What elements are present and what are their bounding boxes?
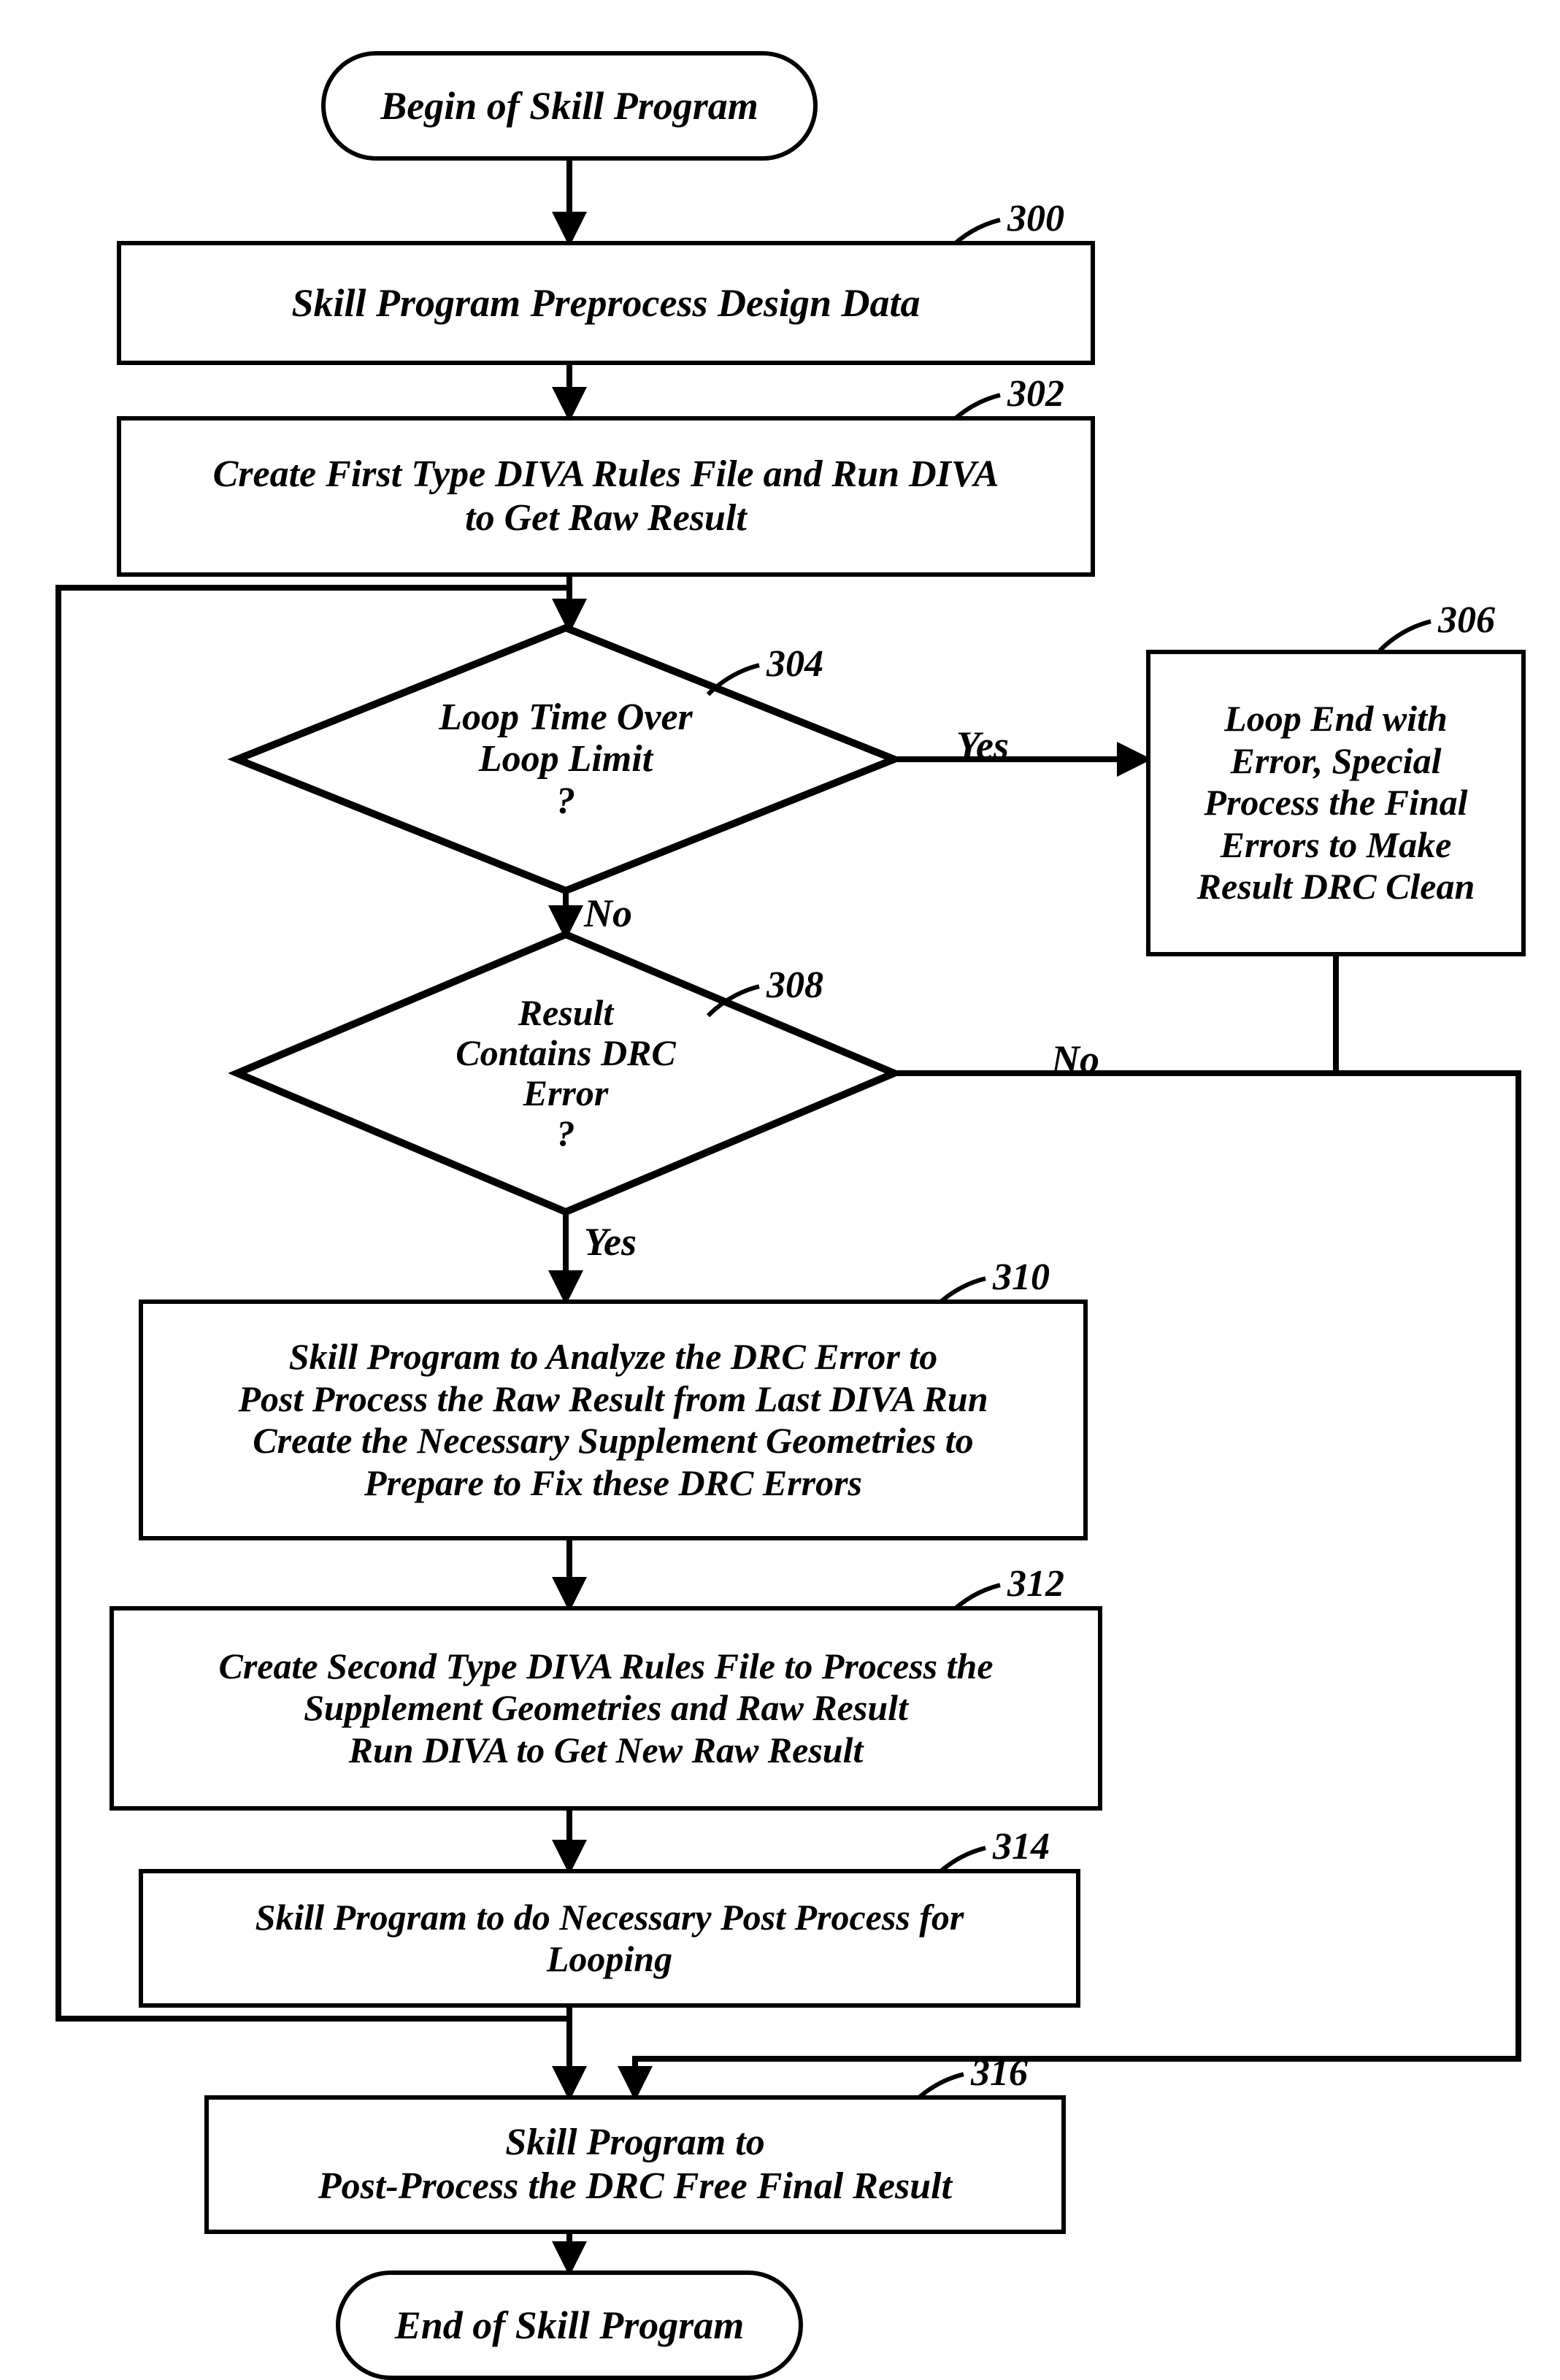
n316-process: Skill Program toPost-Process the DRC Fre… bbox=[204, 2095, 1066, 2234]
n310-ref: 310 bbox=[993, 1256, 1050, 1299]
n316-ref: 316 bbox=[971, 2051, 1028, 2095]
edge-label-7: Yes bbox=[584, 1219, 637, 1264]
n302-process: Create First Type DIVA Rules File and Ru… bbox=[117, 416, 1095, 577]
n308-decision-text: ResultContains DRCError? bbox=[353, 970, 780, 1178]
edge-label-4: No bbox=[584, 891, 632, 936]
n302-ref: 302 bbox=[1007, 372, 1064, 415]
n306-ref: 306 bbox=[1438, 599, 1495, 642]
n306-process: Loop End withError, SpecialProcess the F… bbox=[1146, 650, 1526, 956]
edge-label-3: Yes bbox=[956, 723, 1009, 768]
begin-terminator: Begin of Skill Program bbox=[321, 51, 818, 161]
edge-label-5: No bbox=[1051, 1037, 1099, 1082]
n308-ref: 308 bbox=[766, 964, 823, 1007]
end-terminator: End of Skill Program bbox=[336, 2270, 803, 2380]
n300-ref: 300 bbox=[1007, 197, 1064, 240]
n310-process: Skill Program to Analyze the DRC Error t… bbox=[139, 1300, 1088, 1540]
n300-process: Skill Program Preprocess Design Data bbox=[117, 241, 1095, 365]
flowchart-canvas: Begin of Skill Program Skill Program Prep… bbox=[0, 0, 1560, 2343]
n312-ref: 312 bbox=[1007, 1562, 1064, 1605]
n312-process: Create Second Type DIVA Rules File to Pr… bbox=[109, 1606, 1102, 1811]
n304-ref: 304 bbox=[766, 642, 823, 686]
n314-ref: 314 bbox=[993, 1825, 1050, 1868]
n304-decision-text: Loop Time OverLoop Limit? bbox=[353, 661, 780, 858]
n314-process: Skill Program to do Necessary Post Proce… bbox=[139, 1869, 1080, 2008]
